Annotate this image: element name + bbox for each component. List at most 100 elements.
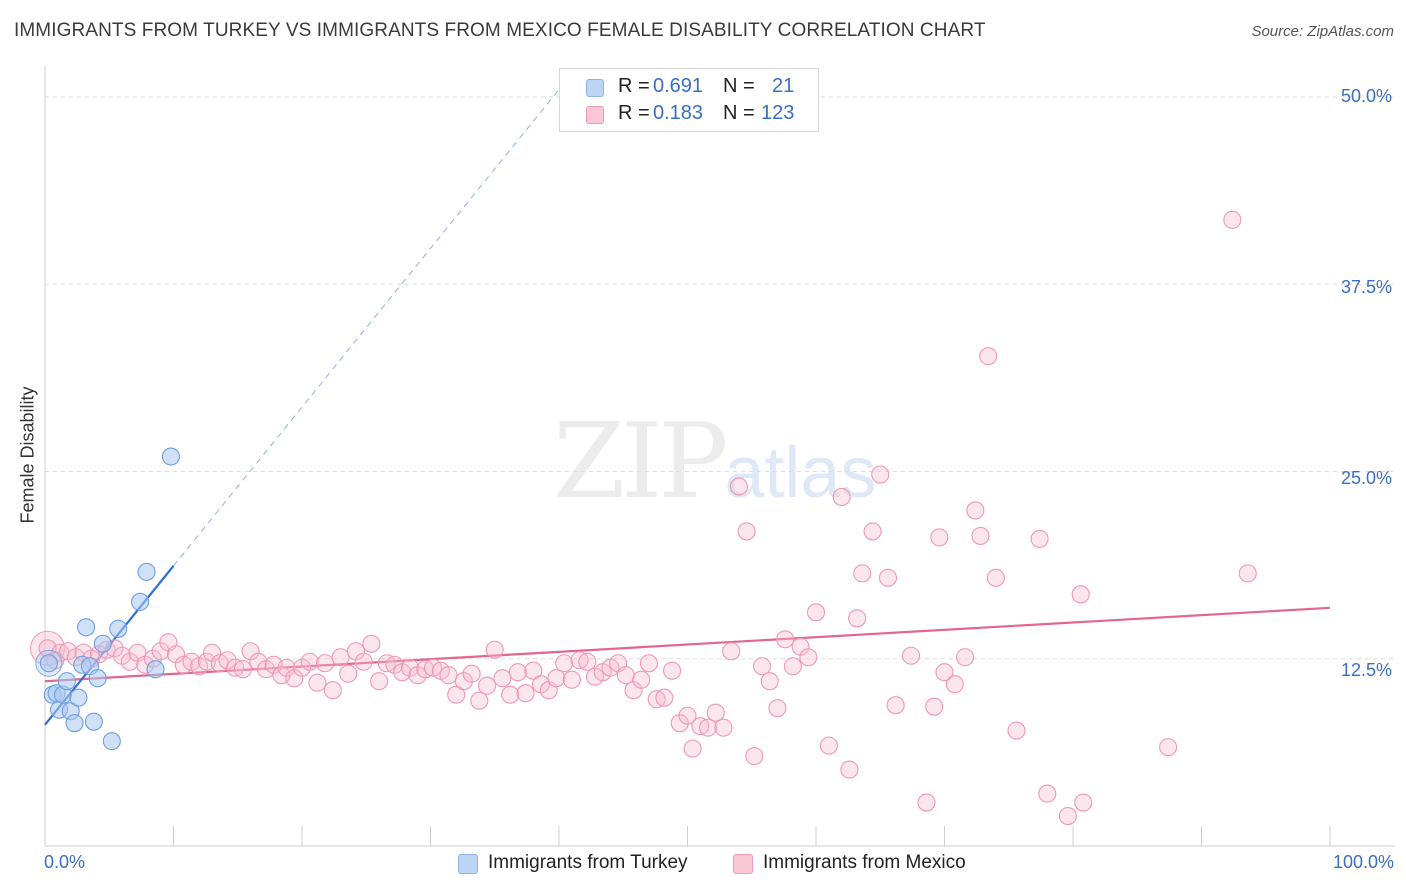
data-point-mexico: [639, 654, 659, 673]
data-point-mexico: [277, 658, 296, 677]
data-point-mexico: [886, 696, 905, 715]
data-point-mexico: [346, 642, 366, 661]
data-point-turkey: [109, 619, 128, 638]
data-point-mexico: [555, 654, 574, 673]
data-point-turkey: [65, 714, 84, 733]
watermark: ZIPatlas: [553, 400, 876, 522]
data-point-mexico: [578, 652, 597, 671]
data-point-mexico: [516, 684, 535, 703]
data-point-mexico: [562, 670, 581, 689]
y-tick-label: 50.0%: [1340, 86, 1392, 106]
data-point-mexico: [477, 676, 497, 695]
data-point-mexico: [714, 718, 733, 737]
data-point-turkey: [84, 712, 103, 731]
data-point-mexico: [1030, 529, 1049, 548]
legend-swatch-mexico: [733, 854, 753, 874]
data-point-turkey: [137, 562, 156, 581]
data-point-mexico: [308, 673, 327, 692]
data-point-mexico: [1007, 721, 1026, 740]
data-point-mexico: [840, 760, 859, 779]
watermark-atlas: atlas: [724, 433, 877, 513]
data-point-mexico: [1238, 564, 1257, 583]
legend-r-label: R =: [618, 75, 650, 97]
data-point-mexico: [241, 642, 260, 661]
data-point-turkey: [88, 669, 107, 688]
data-point-mexico: [624, 681, 643, 700]
data-point-mexico: [956, 648, 975, 667]
data-point-turkey: [146, 660, 165, 679]
data-point-mexico: [678, 706, 697, 725]
data-point-mexico: [670, 714, 689, 733]
data-point-turkey: [69, 688, 88, 707]
data-point-mexico: [462, 664, 481, 683]
data-point-mexico: [683, 739, 702, 758]
data-point-mexico: [819, 736, 838, 755]
data-point-mexico: [203, 643, 222, 662]
data-point-turkey: [77, 618, 96, 637]
legend-n-label: N =: [723, 75, 755, 97]
data-point-turkey: [57, 672, 76, 691]
data-point-mexico: [323, 681, 342, 700]
data-point-mexico: [400, 658, 419, 677]
data-point-mexico: [501, 685, 520, 704]
data-point-mexico: [729, 477, 748, 496]
data-point-mexico: [508, 663, 527, 682]
data-point-mexico: [454, 672, 473, 691]
data-point-mexico: [632, 670, 651, 689]
data-point-mexico: [791, 637, 810, 656]
data-point-mexico: [706, 703, 725, 722]
data-point-mexico: [917, 793, 936, 812]
legend-row-turkey: R = 0.691 N = 21: [560, 75, 818, 101]
data-point-mexico: [385, 655, 404, 674]
series-turkey-points: [35, 447, 180, 751]
data-point-mexico: [945, 675, 964, 694]
trend-line-turkey-extension: [173, 89, 560, 567]
gridlines: [45, 96, 1395, 660]
data-point-mexico: [832, 487, 851, 507]
series-mexico-points: [30, 210, 1257, 826]
data-point-mexico: [971, 526, 990, 545]
data-point-turkey: [93, 634, 112, 653]
data-point-mexico: [470, 691, 489, 710]
legend-swatch-mexico: [586, 106, 604, 124]
data-point-mexico: [493, 669, 512, 688]
legend-r-value: 0.691: [653, 75, 704, 97]
data-point-mexico: [1071, 585, 1090, 604]
data-point-mexico: [485, 640, 504, 659]
data-point-mexico: [233, 660, 252, 679]
data-point-mexico: [783, 657, 802, 676]
data-point-mexico: [362, 634, 381, 653]
x-tick-label-max: 100.0%: [1332, 852, 1394, 872]
data-point-mexico: [218, 651, 237, 670]
data-point-mexico: [249, 652, 268, 671]
data-point-mexico: [339, 664, 358, 683]
y-axis-label: Female Disability: [17, 386, 38, 524]
data-point-mexico: [655, 688, 674, 707]
data-point-mexico: [878, 568, 898, 587]
legend-swatch-turkey: [458, 854, 478, 874]
data-point-turkey: [161, 447, 180, 466]
watermark-zip: ZIP: [553, 400, 728, 522]
legend-n-value: 123: [761, 102, 795, 124]
x-tick-label-min: 0.0%: [44, 852, 86, 872]
data-point-mexico: [853, 564, 872, 583]
axes: [44, 66, 1395, 847]
data-point-mexico: [370, 672, 389, 691]
chart-title: IMMIGRANTS FROM TURKEY VS IMMIGRANTS FRO…: [14, 20, 986, 41]
data-point-mexico: [848, 609, 867, 628]
legend-label-mexico: Immigrants from Mexico: [763, 852, 966, 873]
data-point-mexico: [1038, 784, 1057, 803]
data-point-turkey: [102, 732, 121, 751]
data-point-mexico: [863, 522, 882, 541]
data-point-mexico: [722, 642, 741, 661]
data-point-mexico: [316, 654, 335, 673]
data-point-mexico: [935, 663, 954, 682]
data-point-mexico: [979, 347, 998, 366]
data-point-mexico: [752, 657, 772, 676]
y-tick-label: 37.5%: [1340, 277, 1392, 297]
trend-lines: [44, 89, 1331, 726]
data-point-mexico: [699, 718, 718, 737]
data-point-mexico: [300, 652, 319, 671]
data-point-mexico: [776, 630, 795, 649]
data-point-mexico: [416, 660, 435, 679]
